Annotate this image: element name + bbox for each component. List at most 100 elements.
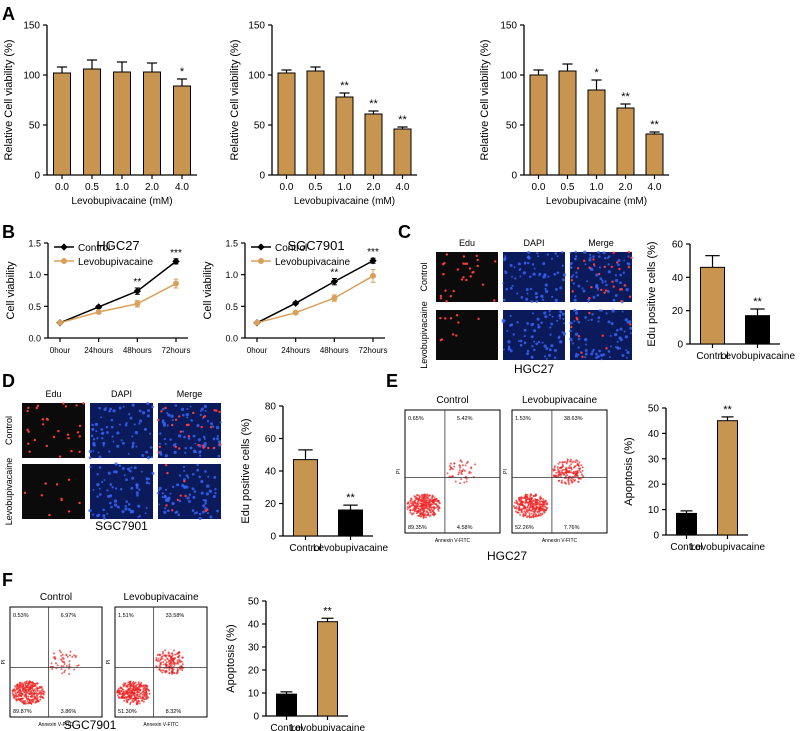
- event-dot: [155, 656, 158, 659]
- event-dot: [539, 514, 542, 517]
- y-axis-label: Relative Cell viability (%): [3, 39, 15, 160]
- nucleus-dot: [577, 320, 581, 324]
- nucleus-dot: [535, 342, 539, 346]
- event-dot: [418, 507, 421, 510]
- event-dot: [170, 670, 173, 673]
- nucleus-dot: [514, 277, 517, 280]
- event-dot: [128, 683, 131, 686]
- nucleus-dot: [556, 271, 560, 275]
- data-point: [173, 280, 179, 287]
- nucleus-dot: [601, 279, 604, 282]
- nucleus-dot: [126, 467, 131, 471]
- nucleus-dot: [590, 318, 593, 321]
- nucleus-dot: [112, 470, 116, 474]
- nucleus-dot: [131, 476, 135, 480]
- nucleus-dot: [554, 287, 558, 291]
- event-dot: [415, 505, 418, 508]
- series-line: [256, 275, 374, 324]
- nucleus-dot: [587, 319, 590, 322]
- event-dot: [464, 464, 467, 467]
- event-dot: [529, 504, 532, 507]
- event-dot: [450, 467, 453, 470]
- edu-dot: [48, 513, 51, 517]
- nucleus-dot: [530, 335, 534, 339]
- edu-dot: [174, 445, 178, 449]
- event-dot: [425, 501, 428, 504]
- y-tick-label: 100: [248, 71, 265, 82]
- nucleus-dot: [112, 409, 116, 413]
- legend-marker: [60, 243, 68, 251]
- edu-dot: [570, 325, 573, 329]
- nucleus-dot: [95, 430, 98, 433]
- nucleus-dot: [569, 266, 573, 269]
- event-dot: [581, 469, 584, 472]
- line-chart-b1: 0.0 0.5 1.0 1.5 0hour 24hours 48hours 72hours Co…: [5, 238, 190, 355]
- event-dot: [576, 463, 579, 466]
- event-dot: [17, 691, 20, 694]
- event-dot: [170, 664, 173, 667]
- edu-dot: [160, 410, 163, 413]
- event-dot: [123, 682, 126, 685]
- nucleus-dot: [121, 441, 125, 445]
- nucleus-dot: [96, 437, 99, 440]
- event-dot: [535, 505, 538, 508]
- edu-dot: [605, 347, 608, 350]
- nucleus-dot: [574, 311, 579, 315]
- event-dot: [530, 499, 533, 502]
- line-chart-b2: 0.0 0.5 1.0 1.5 0hour 24hours 48hours 72hours Co…: [202, 238, 387, 355]
- event-dot: [422, 509, 425, 512]
- nucleus-dot: [516, 321, 519, 324]
- event-dot: [434, 503, 437, 506]
- nucleus-dot: [96, 482, 100, 487]
- event-dot: [437, 499, 440, 502]
- nucleus-dot: [505, 287, 509, 291]
- nucleus-dot: [124, 505, 127, 508]
- nucleus-dot: [96, 495, 99, 498]
- event-dot: [410, 497, 413, 500]
- nucleus-dot: [533, 340, 536, 343]
- nucleus-dot: [520, 296, 524, 299]
- event-dot: [124, 691, 127, 694]
- nucleus-dot: [131, 435, 134, 438]
- event-dot: [431, 513, 434, 516]
- panel-label-a: A: [2, 4, 15, 24]
- nucleus-dot: [193, 490, 197, 493]
- event-dot: [578, 461, 581, 464]
- event-dot: [570, 463, 573, 466]
- event-dot: [166, 658, 169, 661]
- x-tick-label: 1.0: [590, 182, 604, 193]
- event-dot: [423, 493, 426, 496]
- nucleus-dot: [535, 300, 539, 303]
- nucleus-dot: [596, 293, 600, 297]
- nucleus-dot: [121, 466, 125, 470]
- y-tick-label: 60: [265, 434, 277, 445]
- event-dot: [522, 512, 525, 515]
- event-dot: [126, 691, 129, 694]
- quadrant-q4: 4.58%: [457, 525, 473, 531]
- nucleus-dot: [102, 514, 106, 518]
- event-dot: [465, 480, 468, 483]
- event-dot: [42, 693, 45, 696]
- nucleus-dot: [611, 309, 615, 313]
- nucleus-dot: [109, 501, 112, 505]
- event-dot: [129, 696, 132, 699]
- nucleus-dot: [191, 472, 195, 476]
- edu-dot: [44, 482, 47, 485]
- event-dot: [120, 697, 123, 700]
- nucleus-dot: [595, 356, 598, 359]
- event-dot: [448, 464, 451, 467]
- event-dot: [11, 692, 14, 695]
- nucleus-dot: [174, 404, 178, 407]
- edu-dot: [439, 297, 443, 300]
- x-tick-label: 4.0: [175, 182, 189, 193]
- event-dot: [168, 672, 171, 675]
- nucleus-dot: [151, 471, 155, 476]
- event-dot: [528, 512, 531, 515]
- edu-dot: [82, 402, 85, 405]
- event-dot: [23, 702, 26, 705]
- row-label: Levobupivacaine: [419, 301, 429, 369]
- event-dot: [566, 458, 569, 461]
- edu-dot: [439, 338, 443, 342]
- event-dot: [136, 691, 139, 694]
